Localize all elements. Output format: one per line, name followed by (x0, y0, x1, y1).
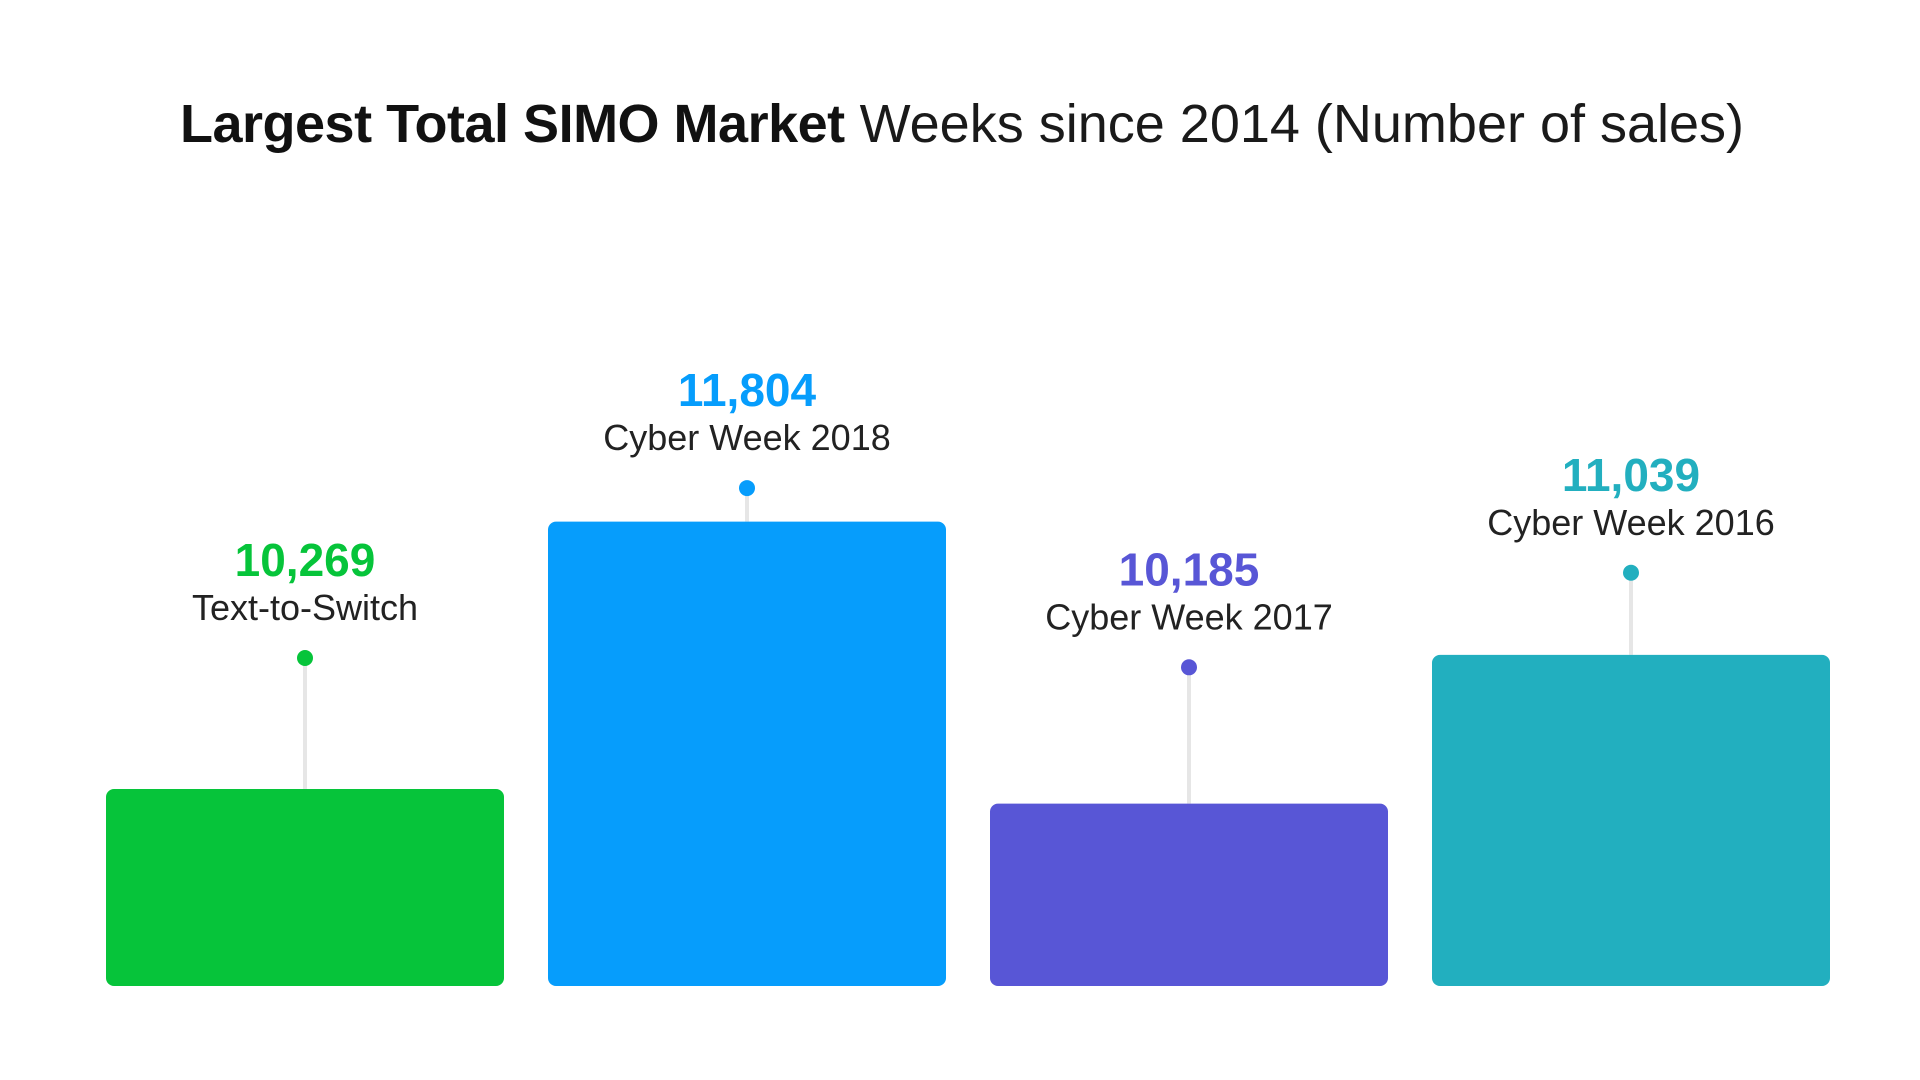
bar-marker-2 (739, 480, 755, 497)
value-label-3: 10,185 (1119, 543, 1260, 595)
category-label-2: Cyber Week 2018 (603, 417, 891, 458)
category-label-3: Cyber Week 2017 (1045, 596, 1333, 637)
chart-title-strong: Largest Total SIMO Market (180, 94, 845, 154)
chart-title: Largest Total SIMO Market Weeks since 20… (180, 92, 1744, 156)
category-label-1: Text-to-Switch (192, 587, 418, 628)
bar-marker-4 (1623, 564, 1639, 581)
bar-marker-1 (297, 650, 313, 666)
value-label-1: 10,269 (235, 534, 376, 586)
bar-marker-3 (1181, 659, 1197, 676)
bar-4 (1432, 654, 1830, 986)
category-label-4: Cyber Week 2016 (1487, 502, 1775, 543)
value-label-2: 11,804 (678, 364, 817, 416)
chart-title-light: Weeks since 2014 (Number of sales) (859, 94, 1745, 154)
bar-2 (548, 521, 946, 986)
bar-3 (990, 803, 1388, 986)
bar-1 (106, 789, 504, 986)
value-label-4: 11,039 (1562, 449, 1700, 501)
